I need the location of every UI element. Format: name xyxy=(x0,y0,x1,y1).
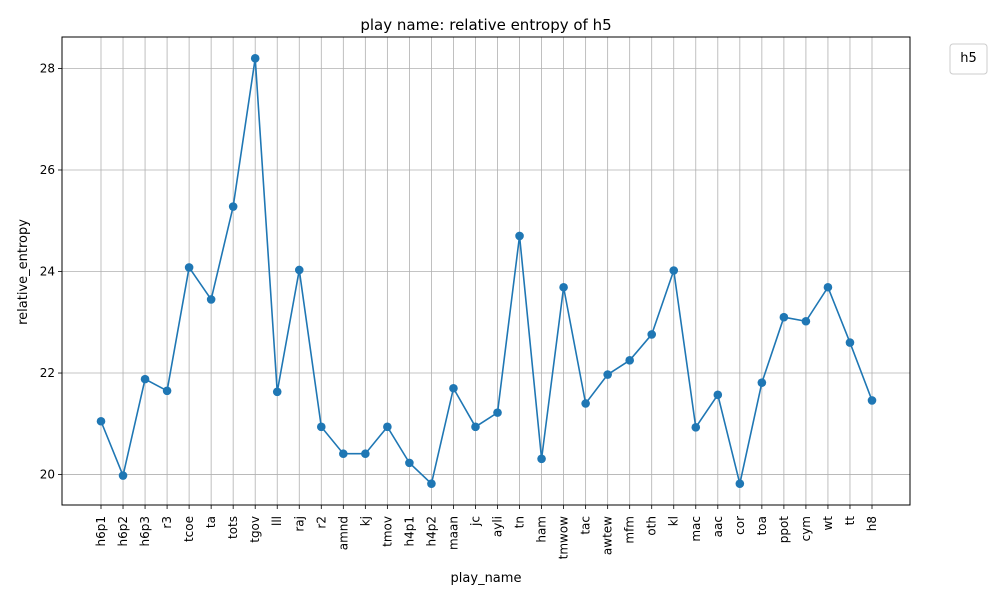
x-tick-label: lll xyxy=(270,516,284,526)
data-point xyxy=(405,458,414,468)
legend-title: h5 xyxy=(960,51,977,66)
x-tick-label: ayli xyxy=(491,516,505,537)
x-tick-label: tt xyxy=(843,516,857,526)
x-tick-label: toa xyxy=(755,516,769,535)
data-point xyxy=(206,295,216,304)
x-tick-label: h6p1 xyxy=(94,516,108,547)
x-tick-label: awtew xyxy=(601,516,615,555)
x-tick-label: kj xyxy=(358,516,372,526)
y-axis-label: relative_entropy xyxy=(16,219,31,325)
data-point xyxy=(691,423,701,432)
x-tick-label: tn xyxy=(513,516,527,528)
data-point xyxy=(867,396,877,405)
x-tick-label: wt xyxy=(821,516,835,531)
data-point xyxy=(316,422,326,432)
y-tick-label: 24 xyxy=(40,265,55,279)
x-tick-label: kl xyxy=(667,516,681,526)
x-tick-label: h4p2 xyxy=(424,516,438,547)
chart-title: play name: relative entropy of h5 xyxy=(360,16,611,34)
data-point xyxy=(339,449,348,459)
x-tick-label: cor xyxy=(733,516,747,535)
x-tick-label: jc xyxy=(468,516,482,527)
data-point xyxy=(779,312,789,322)
x-tick-label: h8 xyxy=(865,516,879,531)
data-point xyxy=(228,202,238,211)
data-point xyxy=(427,479,436,488)
x-tick-label: r3 xyxy=(160,516,174,529)
x-tick-label: amnd xyxy=(336,516,350,550)
legend: h5 xyxy=(949,43,988,75)
y-tick-label: 20 xyxy=(40,468,55,482)
data-point xyxy=(713,390,723,400)
data-point xyxy=(625,356,634,365)
data-point xyxy=(140,374,150,384)
series-line xyxy=(100,58,873,486)
x-tick-label: tcoe xyxy=(182,516,196,542)
data-point xyxy=(493,408,502,417)
x-tick-label: maan xyxy=(446,516,460,550)
data-point xyxy=(647,330,657,339)
data-point xyxy=(118,471,128,480)
data-point xyxy=(757,378,767,387)
data-point xyxy=(515,231,524,241)
y-ticks: 20 22 24 26 28 xyxy=(40,61,62,482)
data-point xyxy=(471,422,480,432)
data-point xyxy=(735,479,745,488)
data-point xyxy=(383,422,392,432)
x-tick-label: raj xyxy=(292,516,306,532)
x-tick-label: h6p2 xyxy=(116,516,130,547)
x-tick-label: cym xyxy=(799,516,813,541)
data-point xyxy=(184,263,194,272)
data-point xyxy=(669,266,679,275)
data-point xyxy=(272,387,282,397)
data-point xyxy=(449,383,458,393)
x-tick-label: aac xyxy=(711,516,725,537)
data-point xyxy=(250,54,260,63)
x-tick-label: tgov xyxy=(248,516,262,543)
x-tick-label: oth xyxy=(645,516,659,536)
data-point xyxy=(801,316,811,326)
data-point xyxy=(537,454,546,464)
data-point xyxy=(361,449,370,459)
y-tick-label: 28 xyxy=(40,61,55,75)
legend-box xyxy=(949,43,988,75)
data-point xyxy=(559,282,568,292)
x-tick-label: ta xyxy=(204,516,218,528)
x-tick-label: mac xyxy=(689,516,703,542)
x-axis-label: play_name xyxy=(451,571,522,586)
plot-frame xyxy=(61,36,911,506)
series-layer xyxy=(96,54,877,488)
x-tick-label: tmwow xyxy=(557,516,571,560)
data-point xyxy=(581,399,590,408)
x-tick-label: tots xyxy=(226,516,240,539)
data-point xyxy=(162,386,172,396)
data-point xyxy=(294,265,304,275)
x-tick-label: r2 xyxy=(314,516,328,529)
x-tick-label: h6p3 xyxy=(138,516,152,547)
data-point xyxy=(845,338,855,347)
x-tick-label: tmov xyxy=(380,516,394,547)
x-tick-label: tac xyxy=(579,516,593,535)
x-ticks: h6p1 h6p2 h6p3 r3 tcoe ta tots tgov lll raj r2 amnd… xyxy=(94,505,879,559)
data-point xyxy=(603,370,612,379)
data-point xyxy=(823,282,833,292)
x-tick-label: mfm xyxy=(623,516,637,544)
x-tick-label: h4p1 xyxy=(402,516,416,547)
y-tick-label: 22 xyxy=(40,366,55,380)
y-tick-label: 26 xyxy=(40,163,55,177)
x-tick-label: ppot xyxy=(777,516,791,544)
x-tick-label: ham xyxy=(535,516,549,543)
data-point xyxy=(96,416,106,426)
